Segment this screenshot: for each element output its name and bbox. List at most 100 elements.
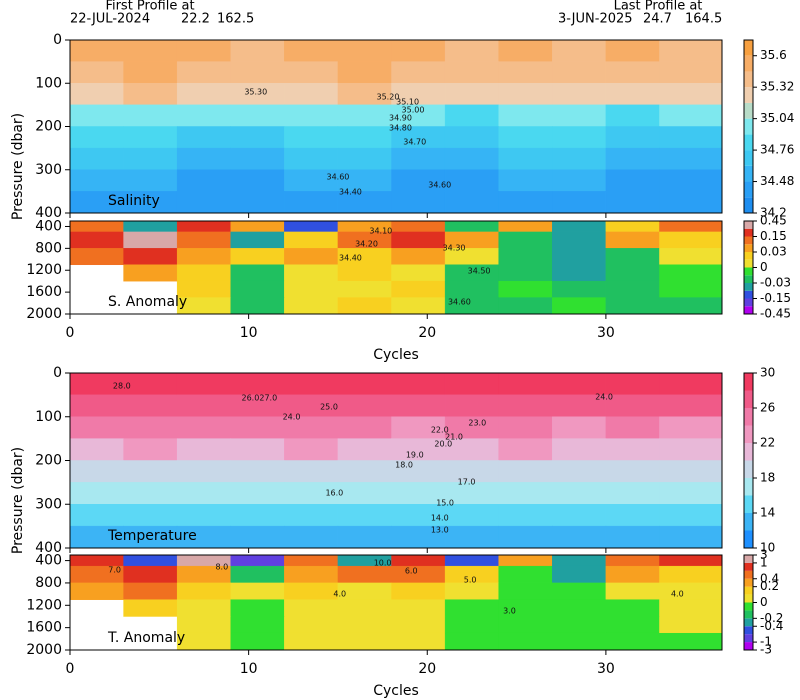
y-tick-label: 1600 <box>26 284 62 300</box>
cell <box>337 280 392 298</box>
colorbar-bin <box>744 197 753 213</box>
cell <box>230 565 285 584</box>
cell <box>284 616 339 634</box>
cell <box>552 416 607 439</box>
colorbar-bin <box>744 602 753 611</box>
cell <box>498 83 553 106</box>
y-tick-label: 800 <box>35 575 62 591</box>
x-tick-label: 0 <box>66 325 75 341</box>
cell <box>605 554 660 567</box>
cell <box>69 231 124 249</box>
cell <box>605 582 660 600</box>
cell <box>337 104 392 127</box>
contour-label: 35.00 <box>402 106 425 115</box>
cell <box>176 248 232 266</box>
cell <box>552 61 607 84</box>
colorbar-tick-label: 0.03 <box>760 245 787 259</box>
cell <box>176 220 232 233</box>
cell <box>230 264 285 282</box>
cell <box>69 394 124 417</box>
colorbar-bin <box>744 555 753 563</box>
cell <box>444 616 499 634</box>
cell <box>391 582 446 600</box>
colorbar-bin <box>744 495 753 513</box>
cell <box>337 39 392 62</box>
cell <box>659 191 723 214</box>
cell <box>123 147 178 170</box>
cell <box>284 191 339 214</box>
cell <box>605 525 660 549</box>
colorbar-bin <box>744 373 753 391</box>
colorbar-tick-label: 22 <box>760 436 775 450</box>
cell <box>176 39 232 62</box>
cell <box>605 297 660 315</box>
cell <box>69 438 124 461</box>
cell <box>69 126 124 149</box>
cell <box>659 554 723 567</box>
y-tick-label: 1600 <box>26 620 62 636</box>
cell <box>123 39 178 62</box>
cell <box>552 297 607 315</box>
cell <box>391 632 446 651</box>
cell <box>498 191 553 214</box>
cell <box>230 525 285 549</box>
cell <box>498 231 553 249</box>
cell <box>444 438 499 461</box>
cell <box>69 248 124 266</box>
cell <box>552 169 607 192</box>
colorbar-tick-label: -0.4 <box>760 619 783 633</box>
cell <box>552 191 607 214</box>
colorbar-frame <box>743 39 754 214</box>
cell <box>123 220 178 233</box>
cell <box>123 61 178 84</box>
contour-label: 34.50 <box>468 267 491 276</box>
cell <box>498 394 553 417</box>
cell <box>176 394 232 417</box>
cell <box>284 126 339 149</box>
cell <box>659 83 723 106</box>
cell <box>337 599 392 617</box>
cell <box>337 126 392 149</box>
plot-frame <box>69 220 723 315</box>
cell <box>605 264 660 282</box>
cell <box>605 482 660 505</box>
cell <box>123 565 178 584</box>
cell <box>230 248 285 266</box>
plot-frame <box>69 554 723 651</box>
y-tick-label: 400 <box>35 218 62 234</box>
colorbar-tick-label: 18 <box>760 471 775 485</box>
colorbar-tick-label: -0.2 <box>760 611 783 625</box>
contour-label: 23.0 <box>468 418 486 427</box>
cell <box>391 61 446 84</box>
cell <box>605 438 660 461</box>
colorbar-tick-label: -0.45 <box>760 307 791 321</box>
colorbar-tick-label: 35.6 <box>760 48 787 62</box>
first-date: 22-JUL-2024 <box>70 12 150 27</box>
colorbar-bin <box>744 460 753 478</box>
colorbar-tick-label: 0.45 <box>760 214 787 228</box>
first-label: First Profile at <box>105 0 194 14</box>
cell <box>498 169 553 192</box>
cell <box>498 248 553 266</box>
cell <box>176 191 232 214</box>
cell <box>176 83 232 106</box>
colorbar-bin <box>744 134 753 151</box>
cell <box>659 582 723 600</box>
cell <box>605 394 660 417</box>
cell <box>391 39 446 62</box>
cell <box>337 147 392 170</box>
colorbar-tick-label: -3 <box>760 643 772 657</box>
cell <box>659 220 723 233</box>
cell <box>230 460 285 483</box>
cell <box>123 264 178 282</box>
contour-label: 35.20 <box>377 93 400 102</box>
colorbar-bin <box>744 618 753 627</box>
colorbar-bin <box>744 530 753 548</box>
cell <box>659 297 723 315</box>
colorbar-bin <box>744 252 753 260</box>
cell <box>552 280 607 298</box>
cell <box>176 632 232 651</box>
colorbar-tick-label: -0.15 <box>760 291 791 305</box>
cell <box>605 191 660 214</box>
cell <box>498 39 553 62</box>
